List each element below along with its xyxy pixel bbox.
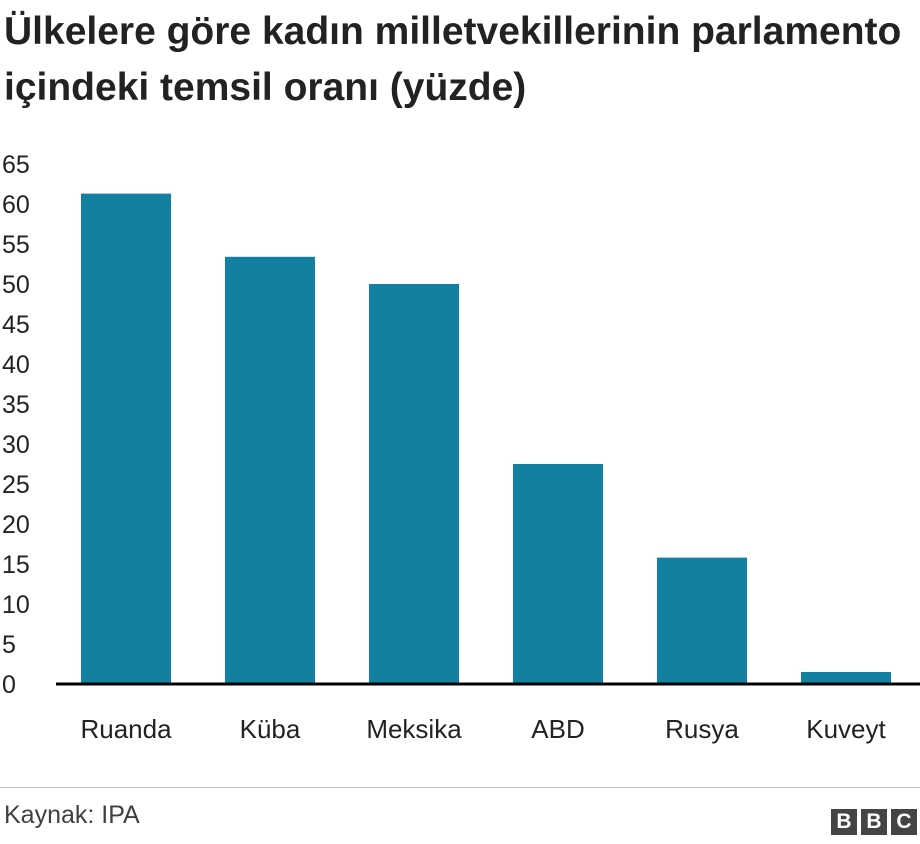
x-category-label: Kuveyt — [806, 714, 886, 744]
bar-meksika — [369, 284, 459, 684]
bar-rusya — [657, 557, 747, 684]
bars — [81, 193, 891, 684]
y-tick-label: 0 — [2, 671, 16, 699]
y-tick-label: 65 — [2, 151, 30, 179]
bbc-logo-letter: B — [861, 809, 887, 835]
y-tick-label: 50 — [2, 271, 30, 299]
x-category-label: ABD — [531, 714, 584, 744]
bbc-logo: B B C — [831, 809, 917, 835]
x-category-label: Ruanda — [80, 714, 172, 744]
x-axis-category-labels: Ruanda Küba Meksika ABD Rusya Kuveyt — [80, 714, 886, 744]
bar-abd — [513, 464, 603, 684]
bar-küba — [225, 256, 315, 684]
y-tick-label: 5 — [2, 631, 16, 659]
chart-title: Ülkelere göre kadın milletvekillerinin p… — [4, 10, 902, 109]
y-tick-label: 40 — [2, 351, 30, 379]
y-tick-label: 20 — [2, 511, 30, 539]
bar-chart: 0 5 10 15 20 25 30 35 40 45 50 55 60 65 Ruanda Küba Mek… — [2, 151, 920, 744]
y-tick-label: 45 — [2, 311, 30, 339]
bar-kuveyt — [801, 672, 891, 684]
bbc-logo-letter: B — [831, 809, 857, 835]
x-category-label: Rusya — [665, 714, 739, 744]
source-note: Kaynak: IPA — [4, 801, 140, 829]
y-tick-label: 60 — [2, 191, 30, 219]
y-tick-label: 55 — [2, 231, 30, 259]
y-tick-label: 15 — [2, 551, 30, 579]
footer-divider — [0, 787, 920, 788]
y-tick-label: 10 — [2, 591, 30, 619]
bar-ruanda — [81, 193, 171, 684]
y-tick-label: 35 — [2, 391, 30, 419]
x-category-label: Küba — [240, 714, 301, 744]
y-tick-label: 30 — [2, 431, 30, 459]
y-tick-label: 25 — [2, 471, 30, 499]
x-category-label: Meksika — [366, 714, 462, 744]
y-axis-tick-labels: 0 5 10 15 20 25 30 35 40 45 50 55 60 65 — [2, 151, 30, 699]
bbc-logo-letter: C — [891, 809, 917, 835]
